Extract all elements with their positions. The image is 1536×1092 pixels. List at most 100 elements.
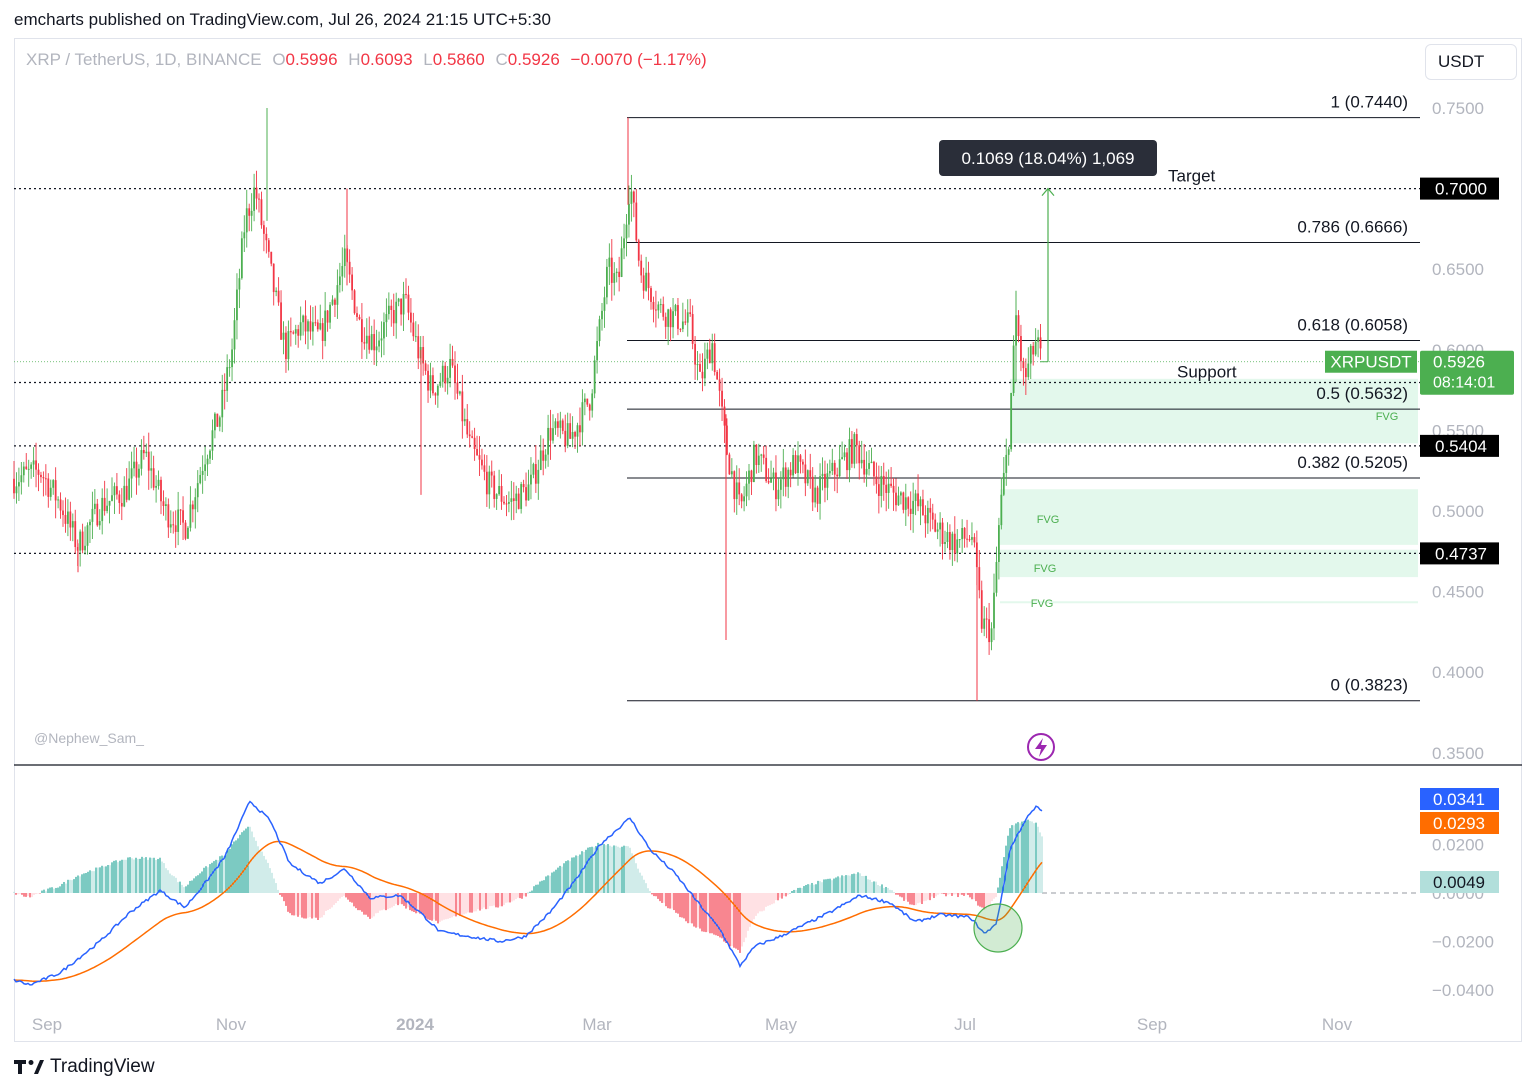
histogram-bar bbox=[49, 887, 51, 893]
candle-body bbox=[951, 533, 954, 551]
candle-body bbox=[603, 297, 606, 311]
histogram-bar bbox=[539, 881, 541, 893]
candle-body bbox=[936, 529, 939, 532]
candle-body bbox=[52, 480, 55, 488]
candle-body bbox=[961, 527, 964, 540]
candle-body bbox=[15, 486, 18, 494]
histogram-bar bbox=[741, 893, 743, 947]
histogram-bar bbox=[205, 866, 207, 893]
histogram-bar bbox=[921, 893, 923, 905]
candle-body bbox=[27, 468, 30, 470]
candle-body bbox=[495, 494, 498, 499]
candle-body bbox=[635, 202, 638, 241]
histogram-bar bbox=[395, 893, 397, 904]
histogram-bar bbox=[989, 893, 991, 905]
candle-body bbox=[245, 208, 248, 233]
candle-body bbox=[662, 304, 665, 317]
candle-body bbox=[138, 468, 140, 478]
candle-body bbox=[870, 461, 873, 464]
histogram-bar bbox=[535, 884, 537, 893]
histogram-bar bbox=[941, 893, 943, 894]
candle-body bbox=[81, 531, 84, 551]
histogram-bar bbox=[681, 893, 683, 918]
histogram-bar bbox=[471, 893, 473, 913]
histogram-bar bbox=[795, 889, 797, 893]
histogram-bar bbox=[811, 882, 813, 893]
candle-body bbox=[316, 322, 319, 330]
candle-body bbox=[912, 500, 915, 514]
histogram-bar bbox=[761, 893, 763, 912]
histogram-bar bbox=[591, 846, 593, 893]
histogram-bar bbox=[893, 892, 895, 893]
histogram-bar bbox=[1023, 821, 1025, 893]
candle-body bbox=[789, 469, 792, 476]
symbol-label[interactable]: XRP / TetherUS, 1D, BINANCE bbox=[26, 50, 262, 69]
histogram-bar bbox=[217, 860, 219, 893]
candle-body bbox=[508, 501, 510, 504]
candle-body bbox=[1002, 472, 1005, 495]
histogram-bar bbox=[835, 877, 837, 893]
histogram-bar bbox=[601, 845, 603, 893]
tradingview-logo[interactable]: TradingView bbox=[14, 1056, 155, 1078]
histogram-bar bbox=[85, 872, 87, 893]
price-axis-tick: 0.4000 bbox=[1432, 663, 1484, 682]
change-value: −0.0070 (−1.17%) bbox=[570, 50, 707, 69]
histogram-bar bbox=[173, 876, 175, 893]
histogram-bar bbox=[863, 876, 865, 893]
currency-button[interactable]: USDT bbox=[1425, 44, 1517, 80]
candle-body bbox=[459, 391, 461, 394]
candle-body bbox=[934, 519, 937, 532]
candle-body bbox=[69, 511, 72, 528]
histogram-bar bbox=[313, 893, 315, 918]
candle-body bbox=[93, 503, 96, 509]
histogram-bar bbox=[905, 893, 907, 900]
candle-body bbox=[410, 312, 412, 323]
histogram-bar bbox=[221, 855, 223, 893]
histogram-bar bbox=[163, 863, 165, 893]
candle-body bbox=[711, 343, 714, 364]
candle-body bbox=[838, 459, 841, 477]
candle-body bbox=[620, 248, 623, 277]
histogram-bar bbox=[833, 878, 835, 893]
histogram-bar bbox=[763, 893, 765, 911]
candle-body bbox=[118, 494, 121, 503]
histogram-bar bbox=[389, 893, 391, 909]
histogram-bar bbox=[369, 893, 371, 919]
histogram-bar bbox=[515, 893, 517, 900]
macd-axis-tick: −0.0200 bbox=[1432, 932, 1494, 951]
histogram-bar bbox=[229, 848, 231, 893]
histogram-bar bbox=[957, 893, 959, 898]
histogram-bar bbox=[137, 858, 139, 893]
histogram-bar bbox=[381, 893, 383, 911]
candle-body bbox=[679, 328, 682, 330]
histogram-bar bbox=[799, 887, 801, 893]
candle-body bbox=[353, 290, 356, 314]
histogram-bar bbox=[117, 862, 119, 893]
histogram-bar bbox=[645, 883, 647, 893]
candle-body bbox=[664, 316, 667, 327]
histogram-bar bbox=[627, 846, 629, 893]
histogram-bar bbox=[399, 893, 401, 904]
open-label: O bbox=[272, 50, 286, 69]
candle-body bbox=[18, 482, 20, 487]
candle-body bbox=[390, 305, 393, 311]
candle-body bbox=[591, 393, 594, 411]
candle-body bbox=[772, 472, 775, 479]
histogram-bar bbox=[263, 855, 265, 893]
time-axis-tick: Sep bbox=[1137, 1015, 1167, 1034]
histogram-bar bbox=[611, 846, 613, 893]
histogram-bar bbox=[615, 845, 617, 893]
candle-body bbox=[380, 338, 383, 341]
histogram-bar bbox=[531, 890, 533, 893]
candle-body bbox=[882, 475, 885, 485]
candle-body bbox=[422, 347, 425, 364]
histogram-bar bbox=[259, 850, 261, 893]
candle-body bbox=[843, 452, 846, 458]
histogram-bar bbox=[831, 880, 833, 893]
candle-body bbox=[993, 592, 995, 629]
candle-body bbox=[343, 248, 346, 267]
histogram-bar bbox=[623, 845, 625, 893]
candle-body bbox=[944, 542, 946, 545]
last-price-tag bbox=[1420, 350, 1514, 395]
